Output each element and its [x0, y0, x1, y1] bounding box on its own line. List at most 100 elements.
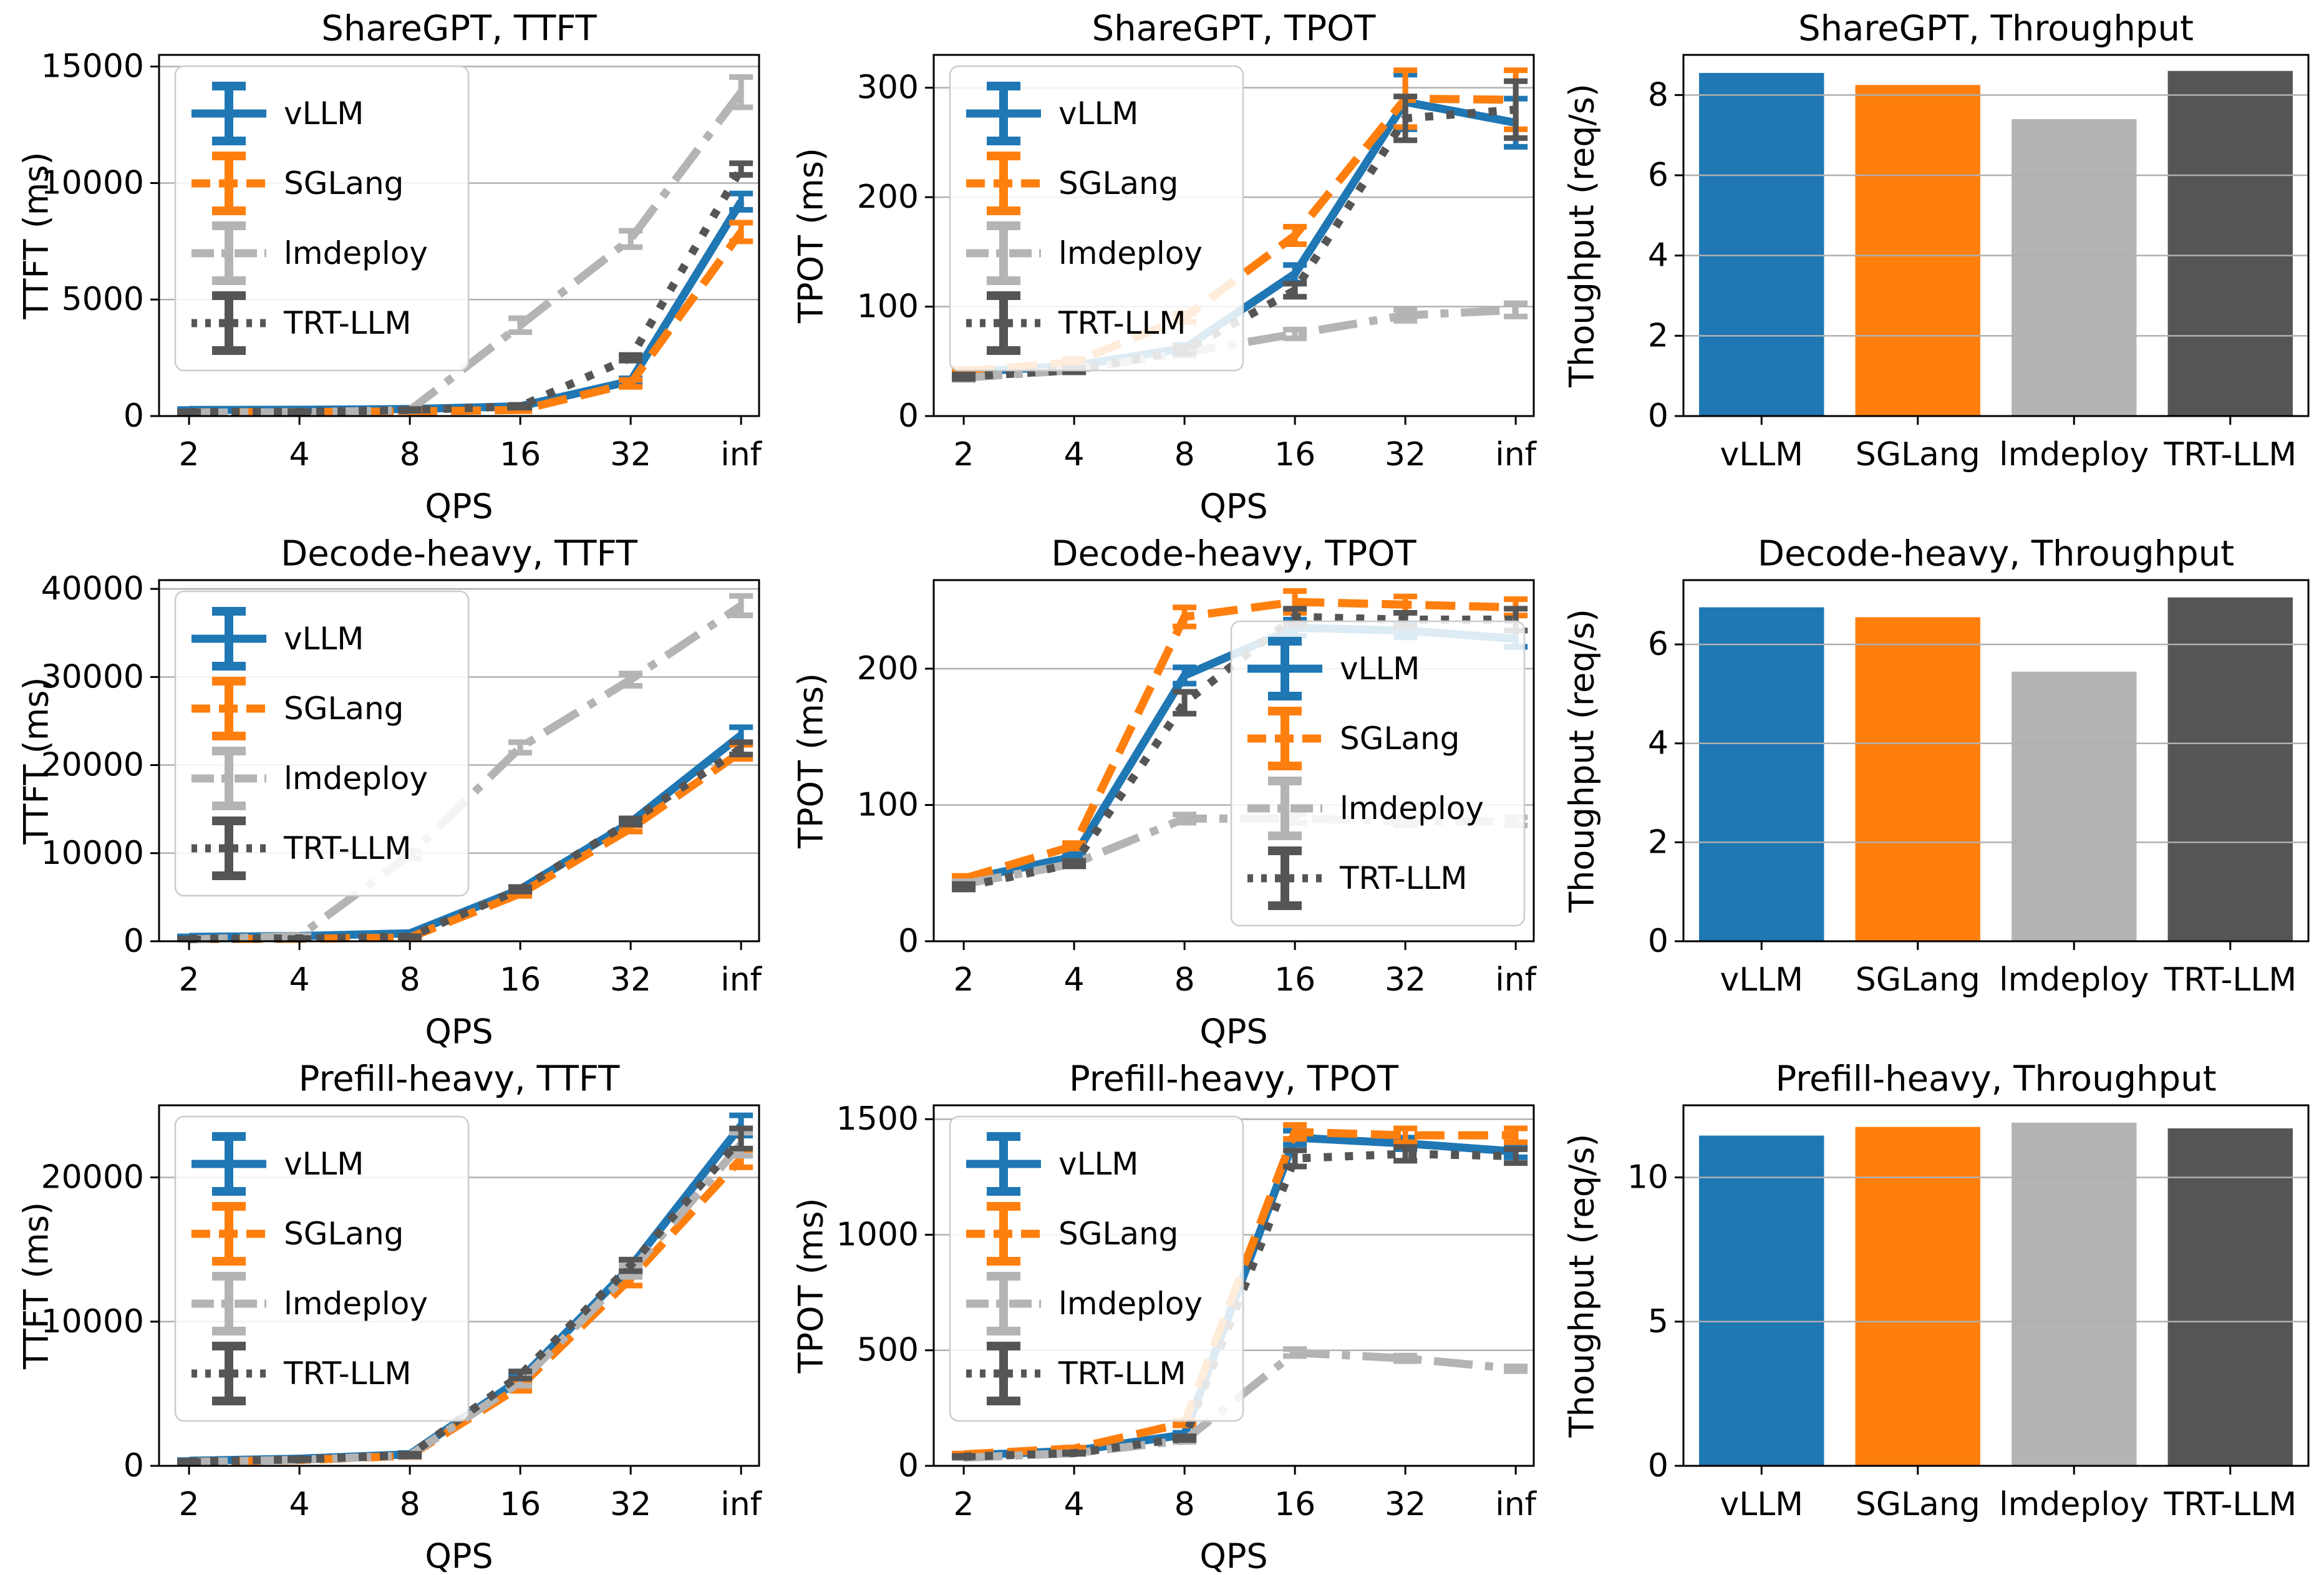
x-tick-label: 16 — [500, 1486, 541, 1523]
x-category-label: vLLM — [1720, 436, 1803, 473]
x-tick-label: 8 — [1174, 961, 1195, 999]
y-tick-label: 10000 — [41, 1303, 144, 1340]
legend-item: TRT-LLM — [191, 291, 412, 355]
x-tick-label: inf — [1495, 1486, 1537, 1523]
legend-label: SGLang — [284, 691, 404, 727]
data-line — [189, 167, 745, 417]
y-axis-label: Thoughput (req/s) — [1562, 1134, 1602, 1438]
x-tick-label: 4 — [1064, 436, 1085, 473]
chart-decode-heavy-ttft: 0 10000 20000 30000 40000 2 4 8 16 32 inf QPS TTFT (… — [17, 534, 763, 1051]
chart-title: Decode-heavy, Throughput — [1758, 534, 2234, 574]
y-tick-label: 20000 — [41, 747, 144, 784]
legend-box — [949, 1115, 1244, 1422]
x-category-label: SGLang — [1856, 1486, 1980, 1523]
x-tick-label: 2 — [954, 961, 974, 999]
data-line — [962, 814, 1516, 888]
y-axis-label: TPOT (ms) — [792, 1198, 831, 1374]
legend-box — [174, 590, 470, 897]
bar-sglang — [1855, 85, 1980, 416]
y-tick-label: 4 — [1648, 725, 1668, 762]
legend-label: SGLang — [1058, 1216, 1178, 1252]
y-tick-label: 5 — [1648, 1303, 1668, 1340]
legend-box — [174, 65, 470, 372]
legend-item: SGLang — [191, 152, 404, 215]
legend-item: lmdeploy — [191, 1272, 428, 1335]
y-tick-label: 0 — [898, 397, 919, 435]
y-tick-label: 8 — [1648, 76, 1668, 114]
bar-sglang — [1855, 1127, 1980, 1466]
legend-item: lmdeploy — [966, 221, 1203, 285]
bar-lmdeploy — [2012, 671, 2137, 941]
y-tick-label: 100 — [857, 787, 919, 824]
legend-label: vLLM — [284, 95, 364, 132]
x-tick-label: 2 — [954, 1486, 974, 1523]
legend-label: lmdeploy — [1340, 790, 1484, 826]
x-category-label: lmdeploy — [1999, 961, 2149, 999]
x-axis-label: QPS — [1199, 1537, 1267, 1575]
y-tick-label: 6 — [1648, 157, 1668, 194]
y-axis-label: TTFT (ms) — [17, 1202, 56, 1370]
legend-label: lmdeploy — [1058, 235, 1203, 271]
x-category-label: lmdeploy — [1999, 436, 2149, 473]
x-axis-label: QPS — [425, 1012, 493, 1051]
legend-label: lmdeploy — [284, 235, 428, 271]
chart-prefill-heavy-ttft: 0 10000 20000 2 4 8 16 32 inf QPS TTFT (ms) Prefill… — [17, 1059, 763, 1575]
legend-item: vLLM — [191, 1132, 364, 1196]
y-tick-label: 4 — [1648, 237, 1668, 274]
bar-trt-llm — [2167, 597, 2293, 941]
legend-item: SGLang — [191, 1202, 404, 1266]
x-category-label: SGLang — [1856, 436, 1980, 473]
legend-item: vLLM — [966, 82, 1138, 145]
cell-decode-heavy-throughput: 0 2 4 6 vLLM SGLang lmdeploy TRT-LLM Thoughput (… — [1549, 525, 2324, 1050]
series-trt-llm — [952, 1144, 1528, 1461]
x-tick-label: 2 — [179, 436, 200, 473]
legend-label: lmdeploy — [284, 1286, 428, 1322]
y-tick-label: 0 — [123, 923, 144, 960]
legend-label: vLLM — [1058, 95, 1138, 132]
legend-item: SGLang — [966, 152, 1178, 215]
legend-label: lmdeploy — [284, 760, 428, 797]
chart-title: Prefill-heavy, TPOT — [1069, 1059, 1399, 1100]
legend-item: SGLang — [1247, 707, 1460, 770]
legend-label: SGLang — [284, 1216, 404, 1252]
cell-sharegpt-ttft: 0 5000 10000 15000 2 4 8 16 32 inf QPS TTFT (ms) Sha… — [0, 0, 775, 526]
x-tick-label: 16 — [1274, 961, 1315, 999]
x-tick-label: inf — [1495, 961, 1537, 999]
bar-trt-llm — [2167, 1128, 2293, 1466]
legend-item: TRT-LLM — [966, 1342, 1186, 1405]
x-tick-label: 4 — [289, 961, 310, 999]
plot-border — [1682, 579, 2310, 943]
legend-label: vLLM — [1340, 651, 1420, 687]
chart-title: ShareGPT, Throughput — [1798, 9, 2194, 49]
cell-prefill-heavy-throughput: 0 5 10 vLLM SGLang lmdeploy TRT-LLM Thoughput (… — [1549, 1050, 2324, 1575]
legend-label: TRT-LLM — [283, 1355, 412, 1392]
x-tick-label: 32 — [1385, 1486, 1426, 1523]
y-tick-label: 10 — [1627, 1159, 1668, 1196]
y-tick-label: 30000 — [41, 658, 144, 695]
x-category-label: TRT-LLM — [2163, 1486, 2297, 1523]
y-tick-label: 5000 — [62, 281, 144, 318]
y-tick-label: 15000 — [41, 48, 144, 85]
legend-label: TRT-LLM — [283, 830, 412, 866]
x-tick-label: 8 — [400, 961, 420, 999]
x-category-label: TRT-LLM — [2163, 436, 2297, 473]
legend-label: SGLang — [284, 165, 404, 201]
legend-box — [949, 65, 1244, 372]
x-tick-label: 16 — [500, 961, 541, 999]
legend-label: lmdeploy — [1058, 1286, 1203, 1322]
data-line — [962, 613, 1516, 891]
x-tick-label: 8 — [400, 436, 420, 473]
series-trt-llm — [177, 160, 753, 417]
cell-sharegpt-throughput: 0 2 4 6 8 vLLM SGLang lmdeploy TRT-LLM Thoughput … — [1549, 0, 2324, 525]
x-axis-label: QPS — [425, 1537, 493, 1575]
y-tick-label: 0 — [1648, 397, 1668, 435]
y-axis-label: Thoughput (req/s) — [1562, 609, 1602, 913]
x-tick-label: 32 — [610, 1486, 651, 1523]
legend-label: vLLM — [1058, 1146, 1138, 1182]
legend-item: TRT-LLM — [191, 817, 412, 880]
y-tick-label: 2 — [1648, 317, 1668, 354]
y-tick-label: 2 — [1648, 823, 1668, 861]
x-tick-label: 4 — [289, 436, 310, 473]
legend-item: vLLM — [191, 607, 364, 671]
x-tick-label: 4 — [1064, 961, 1085, 999]
